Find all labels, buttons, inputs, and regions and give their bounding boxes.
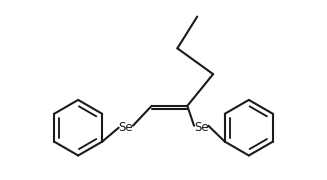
Text: Se: Se bbox=[194, 121, 209, 134]
Text: Se: Se bbox=[118, 121, 133, 134]
